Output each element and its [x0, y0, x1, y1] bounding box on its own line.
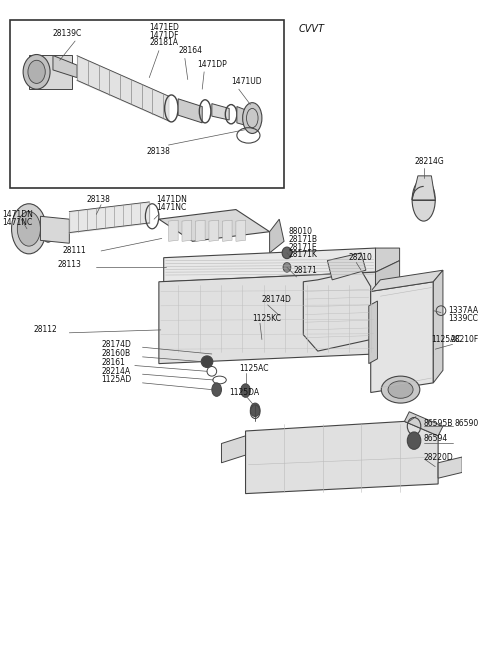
Text: 28210: 28210	[348, 253, 372, 262]
Polygon shape	[159, 210, 270, 241]
Text: 1125KC: 1125KC	[252, 314, 281, 323]
Polygon shape	[375, 261, 400, 354]
Text: 1471DN: 1471DN	[156, 195, 187, 204]
Polygon shape	[40, 216, 69, 243]
Polygon shape	[433, 271, 443, 383]
Polygon shape	[29, 56, 72, 89]
Text: 1125AC: 1125AC	[239, 364, 268, 373]
Text: 1337AA: 1337AA	[448, 306, 478, 315]
Ellipse shape	[212, 383, 221, 396]
Polygon shape	[221, 436, 246, 463]
Text: 86595B: 86595B	[424, 419, 453, 428]
Text: 28214A: 28214A	[101, 367, 130, 376]
Ellipse shape	[283, 263, 291, 272]
Ellipse shape	[241, 384, 251, 398]
Polygon shape	[178, 99, 202, 123]
Text: 28113: 28113	[58, 260, 82, 269]
Polygon shape	[371, 282, 433, 392]
Text: 28139C: 28139C	[53, 29, 82, 38]
Polygon shape	[195, 220, 205, 241]
Text: 1471NC: 1471NC	[156, 203, 186, 212]
Polygon shape	[222, 220, 232, 241]
Ellipse shape	[251, 403, 260, 417]
Text: 86590: 86590	[455, 419, 479, 428]
Text: 86594: 86594	[424, 434, 448, 443]
Ellipse shape	[381, 376, 420, 403]
Polygon shape	[405, 412, 443, 436]
Ellipse shape	[28, 60, 45, 83]
Text: 28112: 28112	[34, 326, 58, 335]
Text: 28160B: 28160B	[101, 350, 130, 358]
Text: 88010: 88010	[289, 227, 313, 236]
Polygon shape	[270, 219, 284, 253]
Text: 28164: 28164	[178, 46, 202, 55]
Text: 1125AC: 1125AC	[432, 335, 461, 344]
Polygon shape	[412, 176, 435, 200]
Polygon shape	[159, 272, 375, 364]
Ellipse shape	[23, 54, 50, 89]
Text: 28171B: 28171B	[289, 235, 318, 244]
Polygon shape	[327, 253, 366, 280]
Ellipse shape	[388, 381, 413, 398]
Polygon shape	[182, 220, 192, 241]
Polygon shape	[375, 248, 400, 272]
Text: 1471ED: 1471ED	[149, 23, 179, 32]
Text: 1471DF: 1471DF	[149, 31, 179, 40]
Ellipse shape	[408, 432, 421, 449]
Polygon shape	[438, 457, 462, 478]
Bar	[10, 20, 284, 189]
Text: 28111: 28111	[62, 246, 86, 255]
Polygon shape	[53, 56, 77, 78]
Text: 1125AD: 1125AD	[101, 375, 132, 384]
Text: 28210F: 28210F	[451, 335, 479, 344]
Polygon shape	[168, 220, 178, 241]
Ellipse shape	[201, 356, 213, 367]
Polygon shape	[371, 271, 443, 291]
Ellipse shape	[44, 234, 52, 242]
Polygon shape	[303, 271, 371, 351]
Text: 28174D: 28174D	[101, 340, 131, 349]
Polygon shape	[246, 421, 438, 494]
Polygon shape	[212, 103, 229, 120]
Text: 28181A: 28181A	[149, 39, 178, 47]
Polygon shape	[369, 301, 377, 364]
Text: 28171: 28171	[294, 266, 318, 274]
Text: 28214G: 28214G	[414, 157, 444, 166]
Text: 28174D: 28174D	[262, 295, 292, 304]
Text: 1125DA: 1125DA	[229, 388, 259, 397]
Text: 1339CC: 1339CC	[448, 314, 478, 323]
Ellipse shape	[243, 103, 262, 134]
Polygon shape	[164, 248, 375, 282]
Text: 28171E: 28171E	[289, 242, 317, 252]
Text: 28138: 28138	[147, 147, 171, 157]
Polygon shape	[209, 220, 218, 241]
Text: 1471DP: 1471DP	[197, 60, 227, 69]
Text: 1471NC: 1471NC	[2, 217, 32, 227]
Polygon shape	[237, 107, 254, 128]
Ellipse shape	[17, 212, 40, 246]
Text: 28171K: 28171K	[289, 250, 318, 259]
Text: CVVT: CVVT	[299, 24, 324, 35]
Text: 1471UD: 1471UD	[231, 77, 262, 86]
Polygon shape	[236, 220, 246, 241]
Ellipse shape	[12, 204, 46, 254]
Text: 28161: 28161	[101, 358, 125, 367]
Text: 1471DN: 1471DN	[2, 210, 33, 219]
Text: 28138: 28138	[87, 195, 110, 204]
Text: 28220D: 28220D	[424, 453, 454, 462]
Ellipse shape	[412, 179, 435, 221]
Ellipse shape	[282, 247, 292, 259]
